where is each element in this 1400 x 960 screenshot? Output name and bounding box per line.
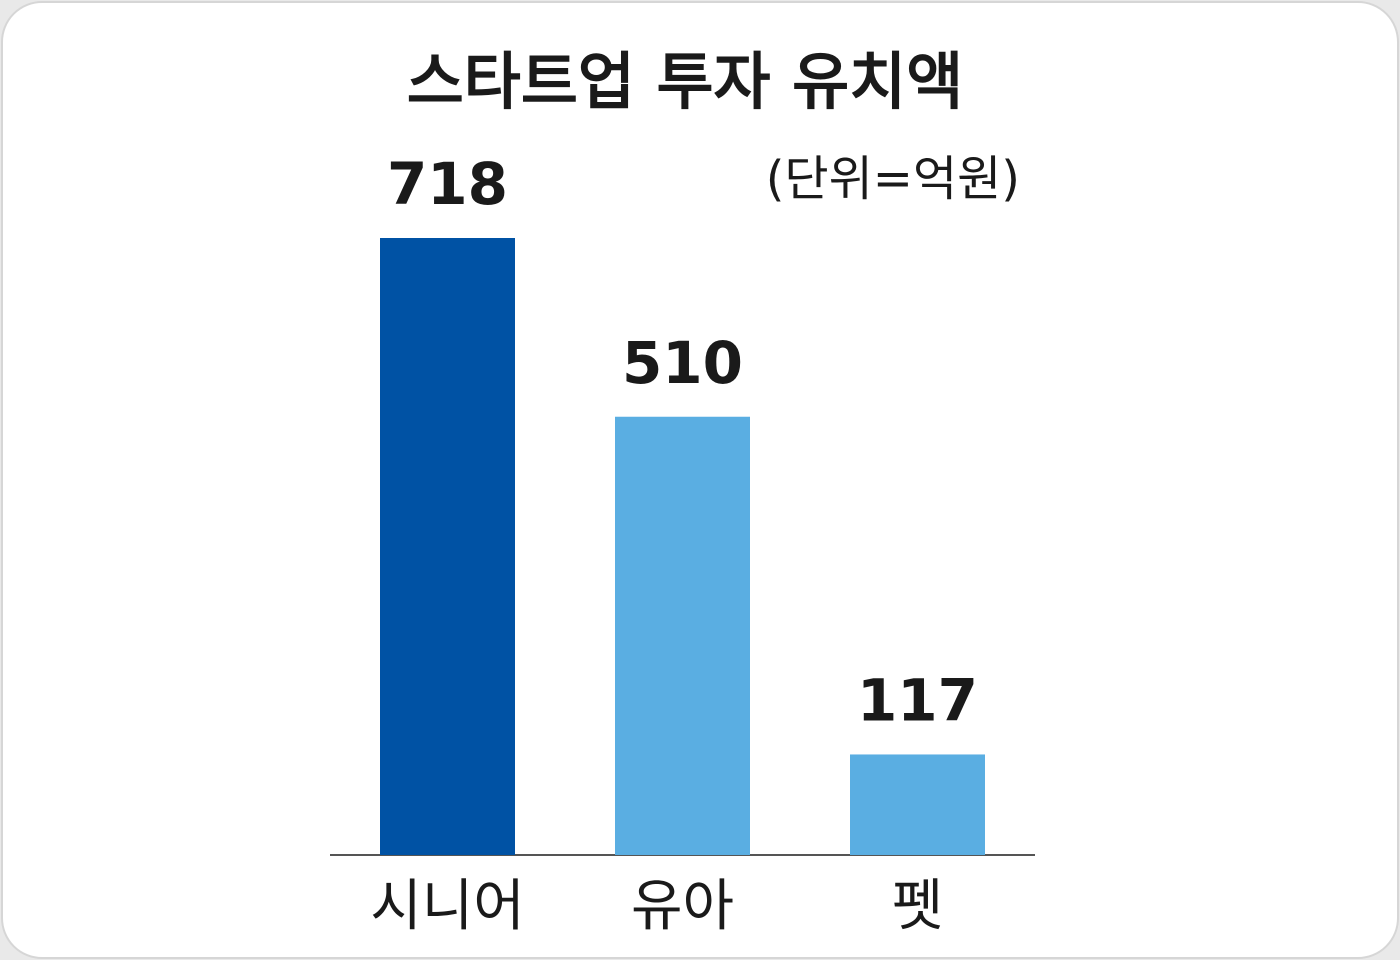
- x-tick-label: 유아: [631, 874, 734, 939]
- value-label: 117: [857, 667, 978, 735]
- value-label: 718: [387, 150, 508, 218]
- chart-subtitle: (단위=억원): [766, 151, 1020, 207]
- x-tick-label: 펫: [892, 874, 944, 939]
- chart-title: 스타트업 투자 유치액: [407, 45, 964, 118]
- x-tick-label: 시니어: [370, 874, 525, 939]
- bar: [615, 416, 750, 855]
- bar: [850, 754, 985, 855]
- bar: [380, 238, 515, 855]
- value-label: 510: [622, 329, 743, 397]
